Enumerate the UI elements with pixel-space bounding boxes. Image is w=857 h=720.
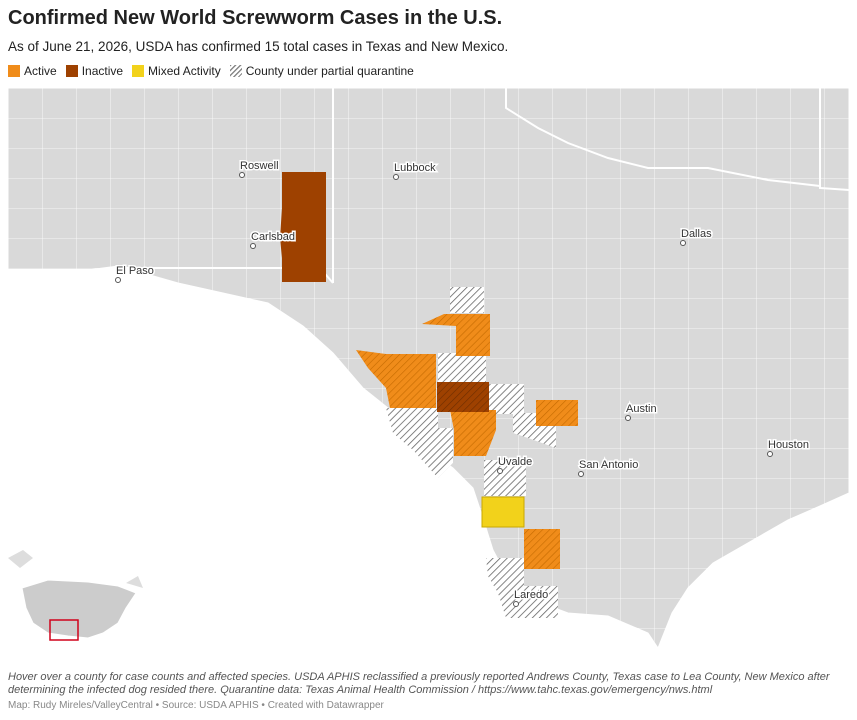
city-label: San Antonio bbox=[579, 459, 638, 471]
subtitle: As of June 21, 2026, USDA has confirmed … bbox=[8, 39, 509, 54]
city-label: Laredo bbox=[514, 589, 548, 601]
active-counties bbox=[356, 314, 578, 569]
city-label: Carlsbad bbox=[251, 231, 295, 243]
city-dot bbox=[115, 277, 121, 283]
legend-label: County under partial quarantine bbox=[245, 64, 414, 78]
city-dot bbox=[513, 601, 519, 607]
city-label: Lubbock bbox=[394, 162, 436, 174]
legend-item: Inactive bbox=[65, 64, 124, 78]
legend-label: Inactive bbox=[81, 64, 124, 78]
city-dot bbox=[767, 451, 773, 457]
city-label: Uvalde bbox=[498, 456, 532, 468]
city-label: Austin bbox=[626, 403, 657, 415]
state-line bbox=[505, 88, 849, 191]
city-dot bbox=[393, 174, 399, 180]
title: Confirmed New World Screwworm Cases in t… bbox=[8, 7, 503, 29]
city-dot bbox=[680, 240, 686, 246]
city-label: Roswell bbox=[240, 160, 279, 172]
city-label: El Paso bbox=[116, 265, 154, 277]
legend: Active Inactive Mixed Activity County under… bbox=[8, 64, 414, 78]
legend-swatch bbox=[229, 65, 242, 77]
county-inactive bbox=[280, 172, 326, 282]
footer: Map: Rudy Mireles/ValleyCentral • Source… bbox=[8, 700, 384, 711]
city-label: Dallas bbox=[681, 228, 712, 240]
city-dot bbox=[578, 471, 584, 477]
legend-label: Active bbox=[24, 64, 57, 78]
notes: Hover over a county for case counts and … bbox=[8, 671, 830, 696]
map: Roswell Lubbock Carlsbad Dallas El Paso Austi… bbox=[8, 88, 849, 656]
legend-label: Mixed Activity bbox=[148, 64, 221, 78]
legend-swatch bbox=[132, 65, 145, 77]
city-label: Houston bbox=[768, 439, 809, 451]
county-mixed bbox=[481, 496, 525, 528]
legend-swatch bbox=[8, 65, 20, 77]
legend-item: Mixed Activity bbox=[132, 64, 221, 78]
legend-item: County under partial quarantine bbox=[229, 64, 414, 78]
legend-swatch bbox=[65, 65, 78, 77]
city-dot bbox=[625, 415, 631, 421]
county-inactive bbox=[437, 382, 489, 412]
city-dot bbox=[497, 468, 503, 474]
city-dot bbox=[250, 243, 256, 249]
legend-item: Active bbox=[8, 64, 57, 78]
inset-map bbox=[8, 550, 143, 641]
city-dot bbox=[239, 172, 245, 178]
